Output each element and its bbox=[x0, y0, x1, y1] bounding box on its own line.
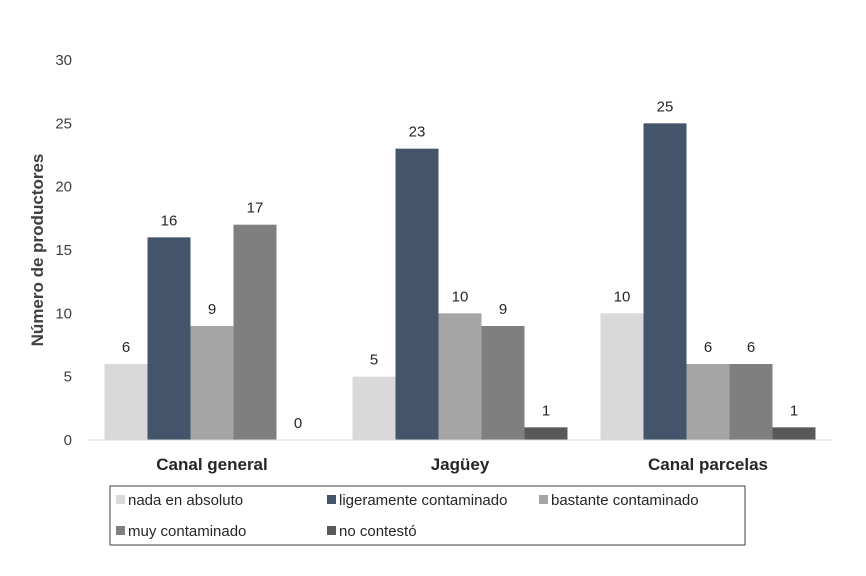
data-label: 25 bbox=[657, 98, 674, 115]
bar bbox=[772, 427, 816, 440]
data-label: 6 bbox=[747, 339, 755, 356]
x-category-label: Jagüey bbox=[431, 455, 490, 474]
bar bbox=[190, 326, 234, 440]
bar bbox=[600, 313, 644, 440]
data-label: 6 bbox=[122, 339, 130, 356]
data-label: 10 bbox=[452, 288, 469, 305]
legend-swatch bbox=[327, 495, 336, 504]
bar bbox=[352, 376, 396, 440]
legend-entry: ligeramente contaminado bbox=[339, 492, 507, 509]
legend: nada en absoluto ligeramente contaminado b… bbox=[109, 485, 746, 546]
data-label: 10 bbox=[614, 288, 631, 305]
data-label: 9 bbox=[499, 301, 507, 318]
legend-box bbox=[109, 485, 746, 546]
data-label: 16 bbox=[161, 212, 178, 229]
x-category-label: Canal parcelas bbox=[648, 455, 768, 474]
x-category-label: Canal general bbox=[156, 455, 268, 474]
y-axis: 0 5 10 15 20 25 30 bbox=[55, 52, 72, 449]
data-label: 6 bbox=[704, 339, 712, 356]
bars: 6 16 9 17 0 5 23 10 9 1 10 25 6 6 1 bbox=[104, 98, 816, 440]
data-label: 1 bbox=[790, 402, 798, 419]
y-tick-label: 10 bbox=[55, 305, 72, 322]
legend-swatch bbox=[116, 526, 125, 535]
bar bbox=[729, 364, 773, 440]
bar bbox=[438, 313, 482, 440]
y-tick-label: 20 bbox=[55, 179, 72, 196]
legend-entry: nada en absoluto bbox=[128, 492, 243, 509]
bar bbox=[686, 364, 730, 440]
legend-swatch bbox=[327, 526, 336, 535]
legend-entry: no contestó bbox=[339, 523, 417, 540]
data-label: 23 bbox=[409, 124, 426, 141]
bar bbox=[481, 326, 525, 440]
bar bbox=[643, 123, 687, 440]
bar bbox=[524, 427, 568, 440]
legend-entry: bastante contaminado bbox=[551, 492, 699, 509]
legend-swatch bbox=[116, 495, 125, 504]
y-tick-label: 0 bbox=[64, 432, 72, 449]
legend-swatch bbox=[539, 495, 548, 504]
y-axis-label: Número de productores bbox=[28, 154, 47, 347]
bar bbox=[104, 364, 148, 440]
data-label: 1 bbox=[542, 402, 550, 419]
data-label: 9 bbox=[208, 301, 216, 318]
bar bbox=[233, 224, 277, 440]
data-label: 17 bbox=[247, 200, 264, 217]
bar bbox=[395, 148, 439, 440]
y-tick-label: 30 bbox=[55, 52, 72, 69]
y-tick-label: 5 bbox=[64, 369, 72, 386]
x-axis-categories: Canal general Jagüey Canal parcelas bbox=[156, 455, 768, 474]
y-tick-label: 25 bbox=[55, 115, 72, 132]
data-label: 0 bbox=[294, 415, 302, 432]
legend-entry: muy contaminado bbox=[128, 523, 246, 540]
y-tick-label: 15 bbox=[55, 242, 72, 259]
data-label: 5 bbox=[370, 352, 378, 369]
bar bbox=[147, 237, 191, 440]
